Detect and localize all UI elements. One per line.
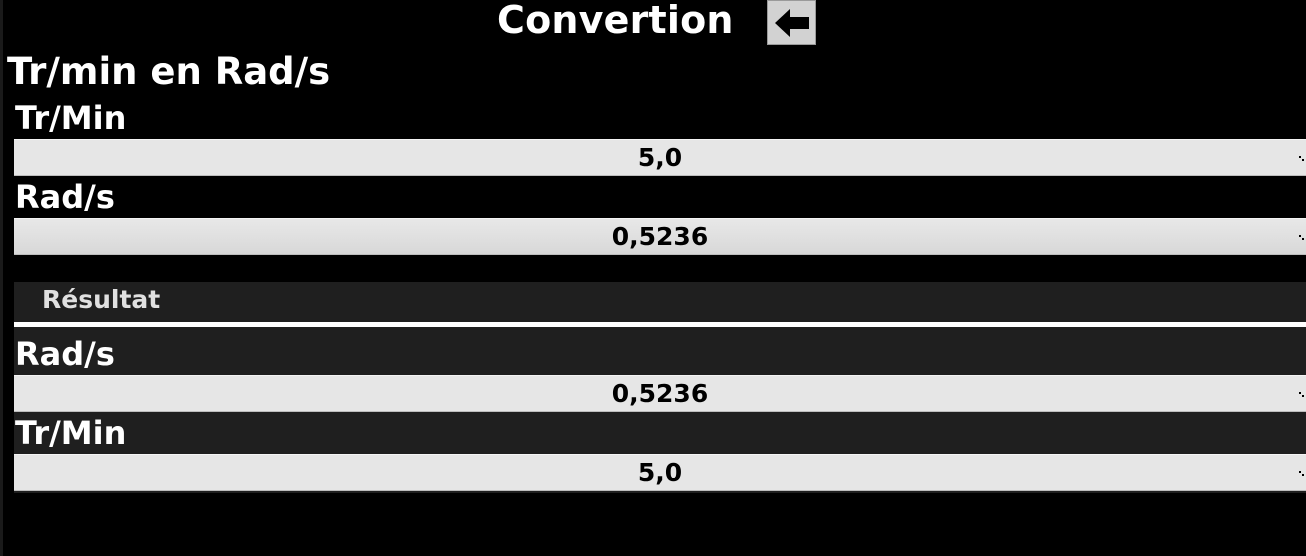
input-label-rad-s: Rad/s <box>15 178 115 216</box>
resize-grip-icon <box>1299 392 1304 397</box>
result-rad-s-field[interactable]: 0,5236 <box>14 375 1306 412</box>
header-title: Convertion <box>497 0 734 42</box>
result-tr-min-field[interactable]: 5,0 <box>14 454 1306 491</box>
section-title: Tr/min en Rad/s <box>7 50 331 93</box>
result-label-rad-s: Rad/s <box>15 335 115 373</box>
result-label-tr-min: Tr/Min <box>15 414 127 452</box>
arrow-left-icon <box>774 8 809 37</box>
back-button[interactable] <box>767 0 816 45</box>
result-title: Résultat <box>42 285 161 314</box>
left-border <box>0 0 3 556</box>
resize-grip-icon <box>1299 235 1304 240</box>
input-label-tr-min: Tr/Min <box>15 99 127 137</box>
result-rad-s-value: 0,5236 <box>611 379 709 408</box>
rad-s-input-value: 0,5236 <box>611 222 709 251</box>
resize-grip-icon <box>1299 156 1304 161</box>
tr-min-input-value: 5,0 <box>637 143 683 172</box>
resize-grip-icon <box>1299 471 1304 476</box>
result-tr-min-value: 5,0 <box>637 458 683 487</box>
result-divider <box>14 322 1306 327</box>
tr-min-input[interactable]: 5,0 <box>14 139 1306 176</box>
rad-s-input[interactable]: 0,5236 <box>14 218 1306 255</box>
